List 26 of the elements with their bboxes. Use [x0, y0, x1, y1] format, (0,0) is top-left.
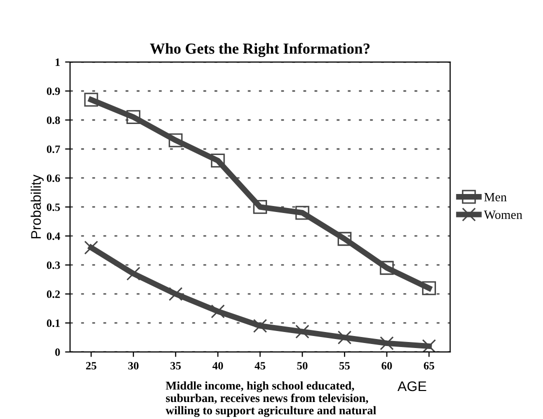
y-tick-label: 0.5: [46, 203, 60, 211]
x-tick-label: 30: [128, 362, 139, 370]
y-tick-label: 0.9: [46, 87, 60, 96]
y-tick-label: 0.8: [46, 116, 60, 124]
text: Middle income, high school educated, suburban, receives news from television, willing to support agriculture and natural: [166, 381, 376, 417]
y-tick-label: 0.4: [46, 232, 60, 240]
x-tick-label: 60: [382, 362, 392, 370]
chart-title: Who Gets the Right Information?: [150, 42, 370, 58]
y-tick-label: 1: [56, 58, 60, 66]
x-tick-label: 35: [170, 362, 181, 370]
x-tick-label: 45: [254, 362, 266, 370]
y-tick-label: 0.2: [46, 290, 60, 298]
y-tick-label: 0.7: [46, 145, 60, 154]
x-tick-label: 65: [424, 362, 434, 370]
x-tick-label: 55: [339, 362, 350, 370]
y-tick-label: 0: [55, 348, 60, 356]
x-tick-label: 50: [297, 362, 308, 370]
y-tick-label: 0.3: [46, 261, 60, 269]
x-tick-label: 25: [86, 362, 96, 370]
x-tick-label: 40: [212, 362, 223, 370]
y-tick-label: 0.1: [46, 319, 60, 327]
x-axis-title: AGE: [398, 381, 426, 392]
y-axis-title: Probability: [30, 174, 44, 238]
legend-label: Women: [484, 210, 522, 220]
y-tick-label: 0.6: [46, 174, 60, 182]
legend-label: Men: [484, 193, 507, 202]
